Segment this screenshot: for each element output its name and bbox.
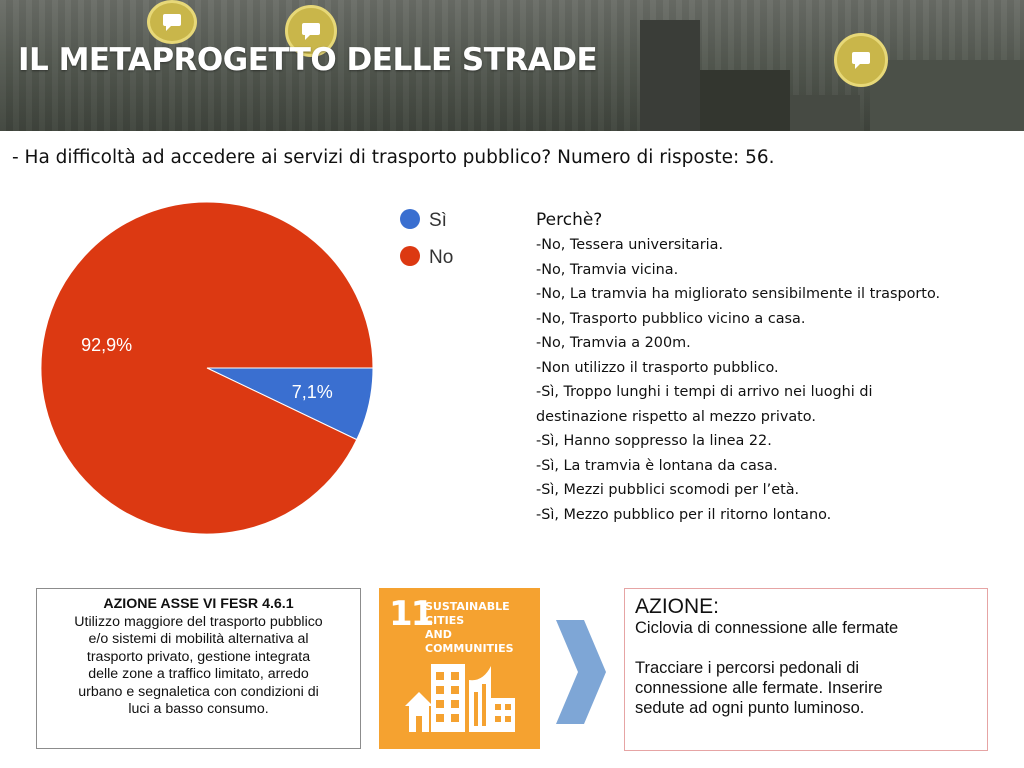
fesr-action-box: AZIONE ASSE VI FESR 4.6.1 Utilizzo maggi… [36,588,361,749]
reason-item: -No, Tessera universitaria. [536,237,724,253]
reason-item: -No, Trasporto pubblico vicino a casa. [536,310,806,327]
survey-question: - Ha difficoltà ad accedere ai servizi d… [12,147,775,168]
reasons-title: Perchè? [536,210,603,230]
header-banner: IL METAPROGETTO DELLE STRADE [0,0,1024,131]
fesr-text-line: delle zone a traffico limitato, arredo [88,666,309,682]
sdg-label-line: AND COMMUNITIES [425,628,514,655]
reason-item: -No, Tramvia a 200m. [536,335,691,351]
reason-item: -Non utilizzo il trasporto pubblico. [536,359,779,376]
fesr-text-line: urbano e segnaletica con condizioni di [78,683,319,700]
azione-text-line: connessione alle fermate. Inserire [635,679,883,697]
reason-item: -No, Tramvia vicina. [536,261,679,278]
azione-text-line: Tracciare i percorsi pedonali di [635,659,860,677]
sdg-label-line: SUSTAINABLE CITIES [425,600,510,627]
reasons-list: Perchè? -No, Tessera universitaria. -No,… [536,207,940,527]
fesr-title: AZIONE ASSE VI FESR 4.6.1 [103,596,294,612]
fesr-text-line: e/o sistemi di mobilità alternativa al [88,631,309,647]
chat-bubble-icon [147,0,197,44]
reason-item: -Sì, Mezzi pubblici scomodi per l’età. [536,482,800,498]
sdg-11-badge: 11 SUSTAINABLE CITIES AND COMMUNITIES [379,588,540,749]
fesr-text-line: Utilizzo maggiore del trasporto pubblico [74,613,323,630]
legend-swatch [400,246,420,266]
slice-value-label: 92,9% [81,335,132,355]
reason-item: destinazione rispetto al mezzo privato. [536,408,816,425]
banner-building [700,70,790,131]
banner-building [870,60,1024,131]
azione-title: AZIONE: [635,595,720,618]
reason-item: -Sì, Mezzo pubblico per il ritorno lonta… [536,506,832,523]
banner-building [790,95,860,131]
legend-label: No [429,247,453,268]
page-title: IL METAPROGETTO DELLE STRADE [18,42,598,78]
banner-building [640,20,700,131]
city-buildings-icon [405,664,515,732]
azione-text-line: Ciclovia di connessione alle fermate [635,619,899,637]
legend-label: Sì [429,210,447,231]
azione-text-line: sedute ad ogni punto luminoso. [635,699,865,717]
slice-value-label: 7,1% [292,382,333,402]
chevron-right-icon [556,620,606,724]
chat-bubble-icon [285,5,337,57]
pie-chart: 7,1% 92,9% Sì No [40,201,453,535]
azione-box: AZIONE: Ciclovia di connessione alle fer… [624,588,988,751]
reason-item: -No, La tramvia ha migliorato sensibilme… [536,286,941,302]
sdg-number: 11 [389,594,434,634]
chat-bubble-icon [834,33,888,87]
sdg-label: SUSTAINABLE CITIES AND COMMUNITIES [425,600,537,656]
reason-item: -Sì, La tramvia è lontana da casa. [536,457,778,474]
fesr-text-line: trasporto privato, gestione integrata [86,648,311,665]
reason-item: -Sì, Troppo lunghi i tempi di arrivo nei… [536,384,873,400]
legend-swatch [400,209,420,229]
fesr-text-line: luci a basso consumo. [128,701,269,717]
pie-slice-no [40,201,374,535]
reason-item: -Sì, Hanno soppresso la linea 22. [536,433,772,449]
